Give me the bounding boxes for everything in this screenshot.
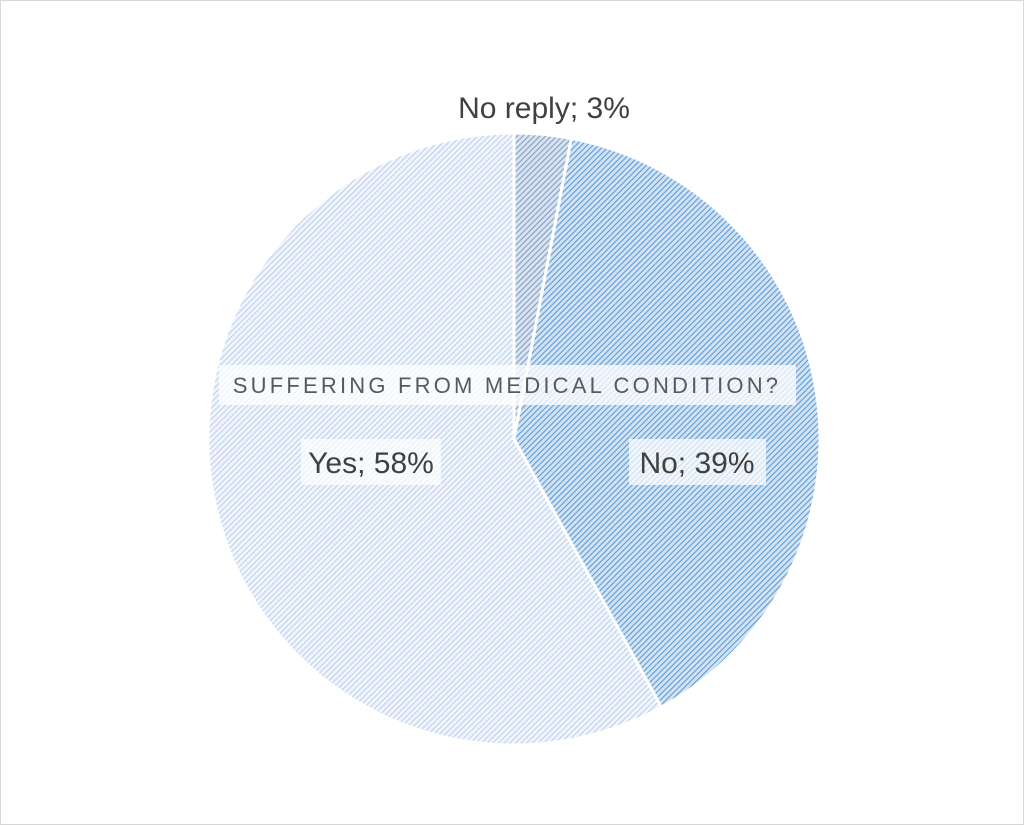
data-label-no-background: [629, 439, 766, 485]
data-label-no-reply: No reply; 3%: [458, 92, 630, 125]
chart-title: SUFFERING FROM MEDICAL CONDITION?: [233, 373, 781, 398]
pie-slice-no: [512, 136, 822, 710]
data-label-yes-background: [301, 439, 441, 485]
data-label-no: No; 39%: [639, 447, 754, 480]
pie-slice-yes: [206, 131, 664, 747]
chart-title-background: [219, 365, 796, 405]
data-label-yes: Yes; 58%: [308, 447, 434, 480]
